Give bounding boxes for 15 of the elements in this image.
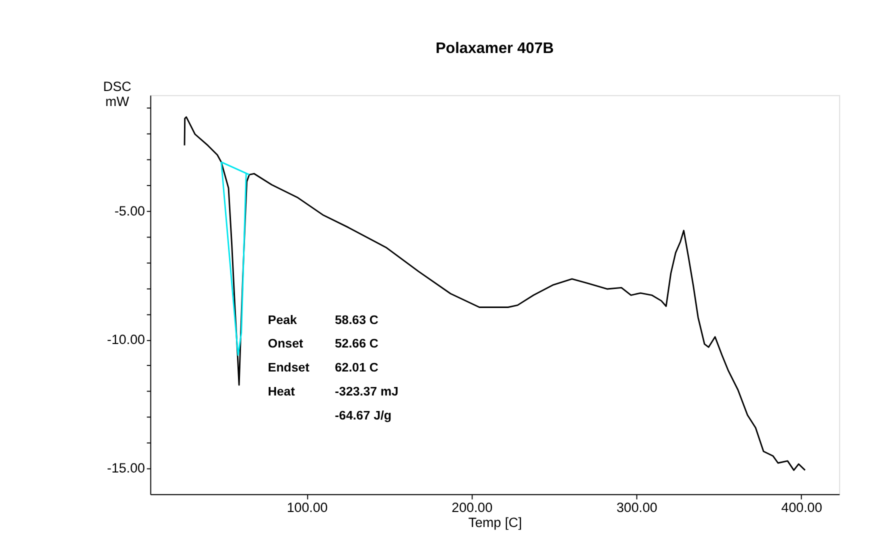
- text: Peak 58.63 C: [268, 312, 378, 327]
- text: Endset 62.01 C: [268, 360, 378, 375]
- x-axis-title: Temp [C]: [468, 515, 522, 530]
- y-tick-label: -15.00: [107, 460, 145, 476]
- x-tick-label: 100.00: [286, 500, 328, 515]
- chart-title: Polaxamer 407B: [436, 40, 554, 58]
- y-tick-label: -10.00: [107, 332, 145, 347]
- y-axis-title: DSC mW: [103, 78, 132, 110]
- x-tick-label: 400.00: [781, 500, 822, 515]
- x-tick-label: 200.00: [452, 500, 493, 515]
- text: Heat -323.37 mJ: [268, 384, 398, 399]
- y-tick-label: -5.00: [114, 203, 145, 218]
- text: Onset 52.66 C: [268, 336, 378, 351]
- x-tick-label: 300.00: [616, 500, 658, 515]
- annotation: -64.67 J/g: [334, 408, 392, 423]
